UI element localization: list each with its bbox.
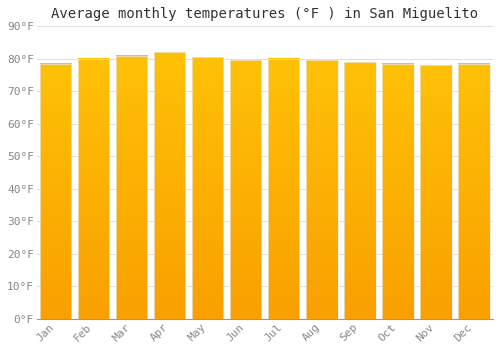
Bar (420, 65, 452, 319)
Bar (268, 59, 300, 319)
Bar (192, 57, 224, 319)
Bar (116, 56, 148, 319)
Bar (230, 61, 262, 319)
Bar (306, 61, 338, 319)
Bar (40, 64, 72, 319)
Bar (344, 62, 376, 319)
Bar (78, 59, 110, 319)
Bar (154, 52, 186, 319)
Bar (458, 64, 490, 319)
Title: Average monthly temperatures (°F ) in San Miguelito: Average monthly temperatures (°F ) in Sa… (52, 7, 478, 21)
Bar (382, 64, 414, 319)
